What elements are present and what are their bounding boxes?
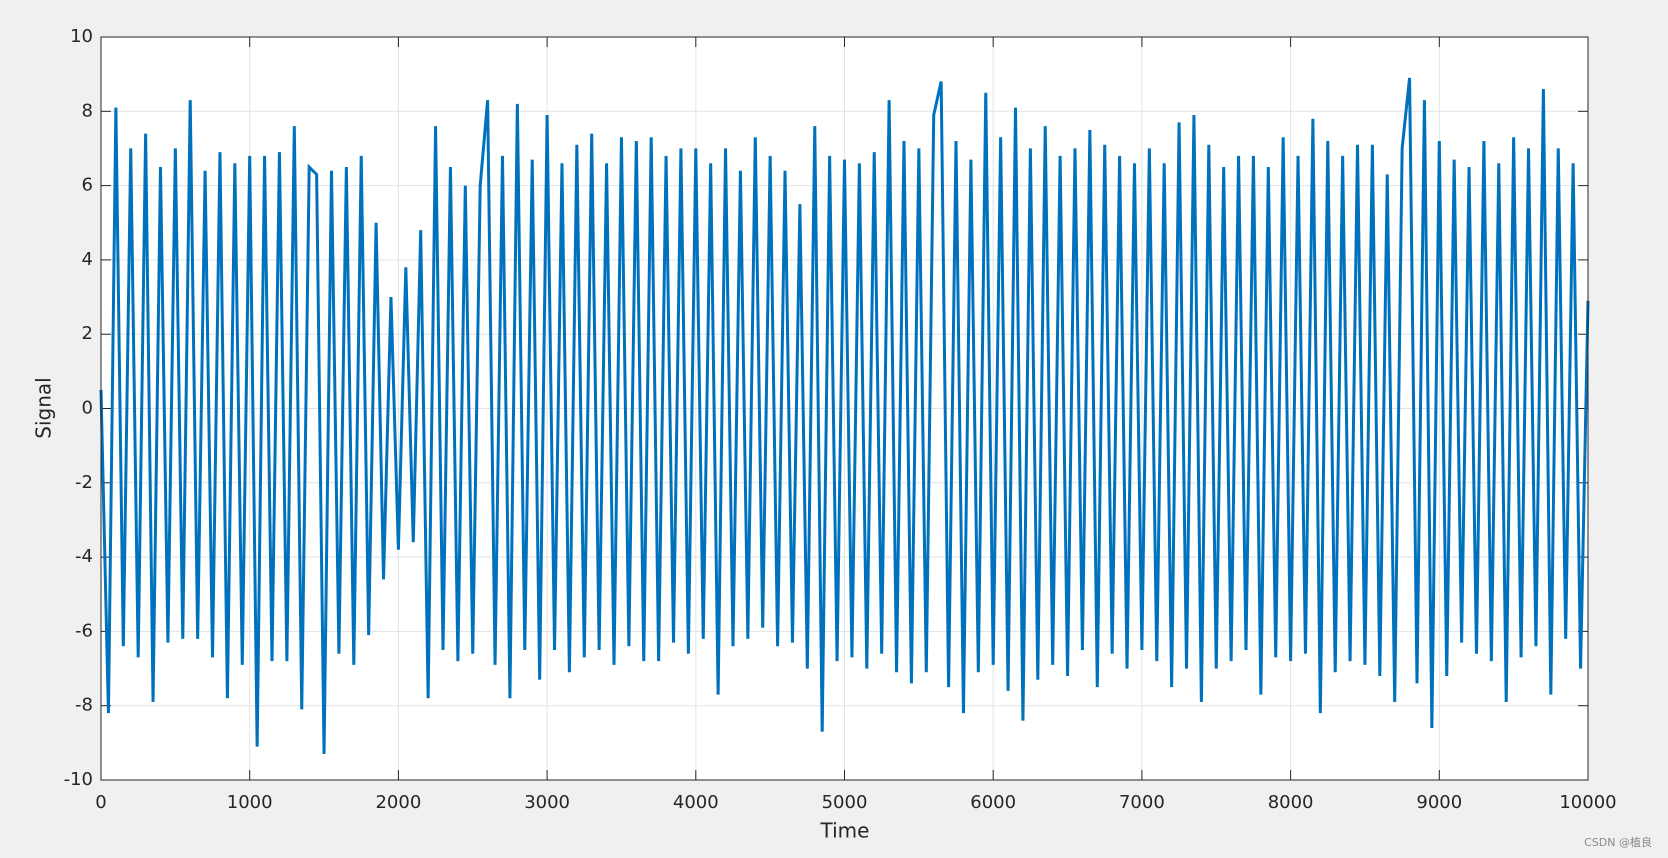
x-tick-label: 10000 — [1559, 792, 1616, 813]
y-axis-label: Signal — [32, 377, 56, 438]
x-tick-label: 1000 — [227, 792, 273, 813]
x-tick-label: 6000 — [970, 792, 1016, 813]
y-tick-label: -4 — [75, 546, 93, 567]
x-tick-label: 3000 — [524, 792, 570, 813]
y-tick-label: -2 — [75, 472, 93, 493]
x-tick-label: 0 — [95, 792, 106, 813]
y-tick-label: 10 — [70, 26, 93, 47]
y-tick-label: 4 — [82, 249, 93, 270]
axes-box — [100, 36, 1589, 781]
x-tick-label: 2000 — [375, 792, 421, 813]
y-tick-label: 6 — [82, 175, 93, 196]
signal-line — [99, 77, 1590, 755]
y-tick-label: -10 — [64, 769, 93, 790]
y-tick-label: 8 — [82, 100, 93, 121]
y-tick-label: 2 — [82, 323, 93, 344]
x-tick-label: 4000 — [673, 792, 719, 813]
y-tick-label: 0 — [82, 398, 93, 419]
x-tick-label: 8000 — [1268, 792, 1314, 813]
x-tick-label: 9000 — [1416, 792, 1462, 813]
y-tick-label: -8 — [75, 695, 93, 716]
watermark: CSDN @植良 — [1584, 835, 1652, 849]
x-tick-label: 5000 — [822, 792, 868, 813]
x-axis-label: Time — [820, 819, 870, 843]
x-tick-label: 7000 — [1119, 792, 1165, 813]
y-tick-label: -6 — [75, 620, 93, 641]
